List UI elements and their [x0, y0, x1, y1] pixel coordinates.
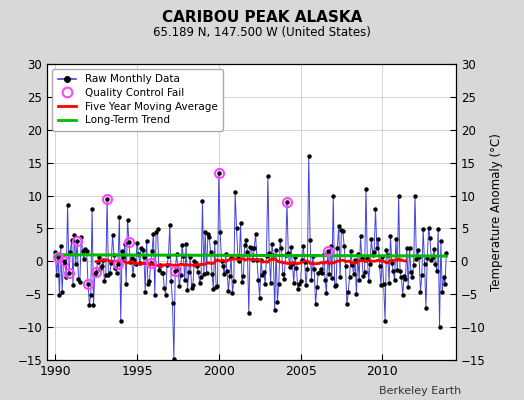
- Y-axis label: Temperature Anomaly (°C): Temperature Anomaly (°C): [489, 133, 503, 291]
- Legend: Raw Monthly Data, Quality Control Fail, Five Year Moving Average, Long-Term Tren: Raw Monthly Data, Quality Control Fail, …: [52, 69, 223, 130]
- Text: Berkeley Earth: Berkeley Earth: [379, 386, 461, 396]
- Text: CARIBOU PEAK ALASKA: CARIBOU PEAK ALASKA: [162, 10, 362, 25]
- Text: 65.189 N, 147.500 W (United States): 65.189 N, 147.500 W (United States): [153, 26, 371, 39]
